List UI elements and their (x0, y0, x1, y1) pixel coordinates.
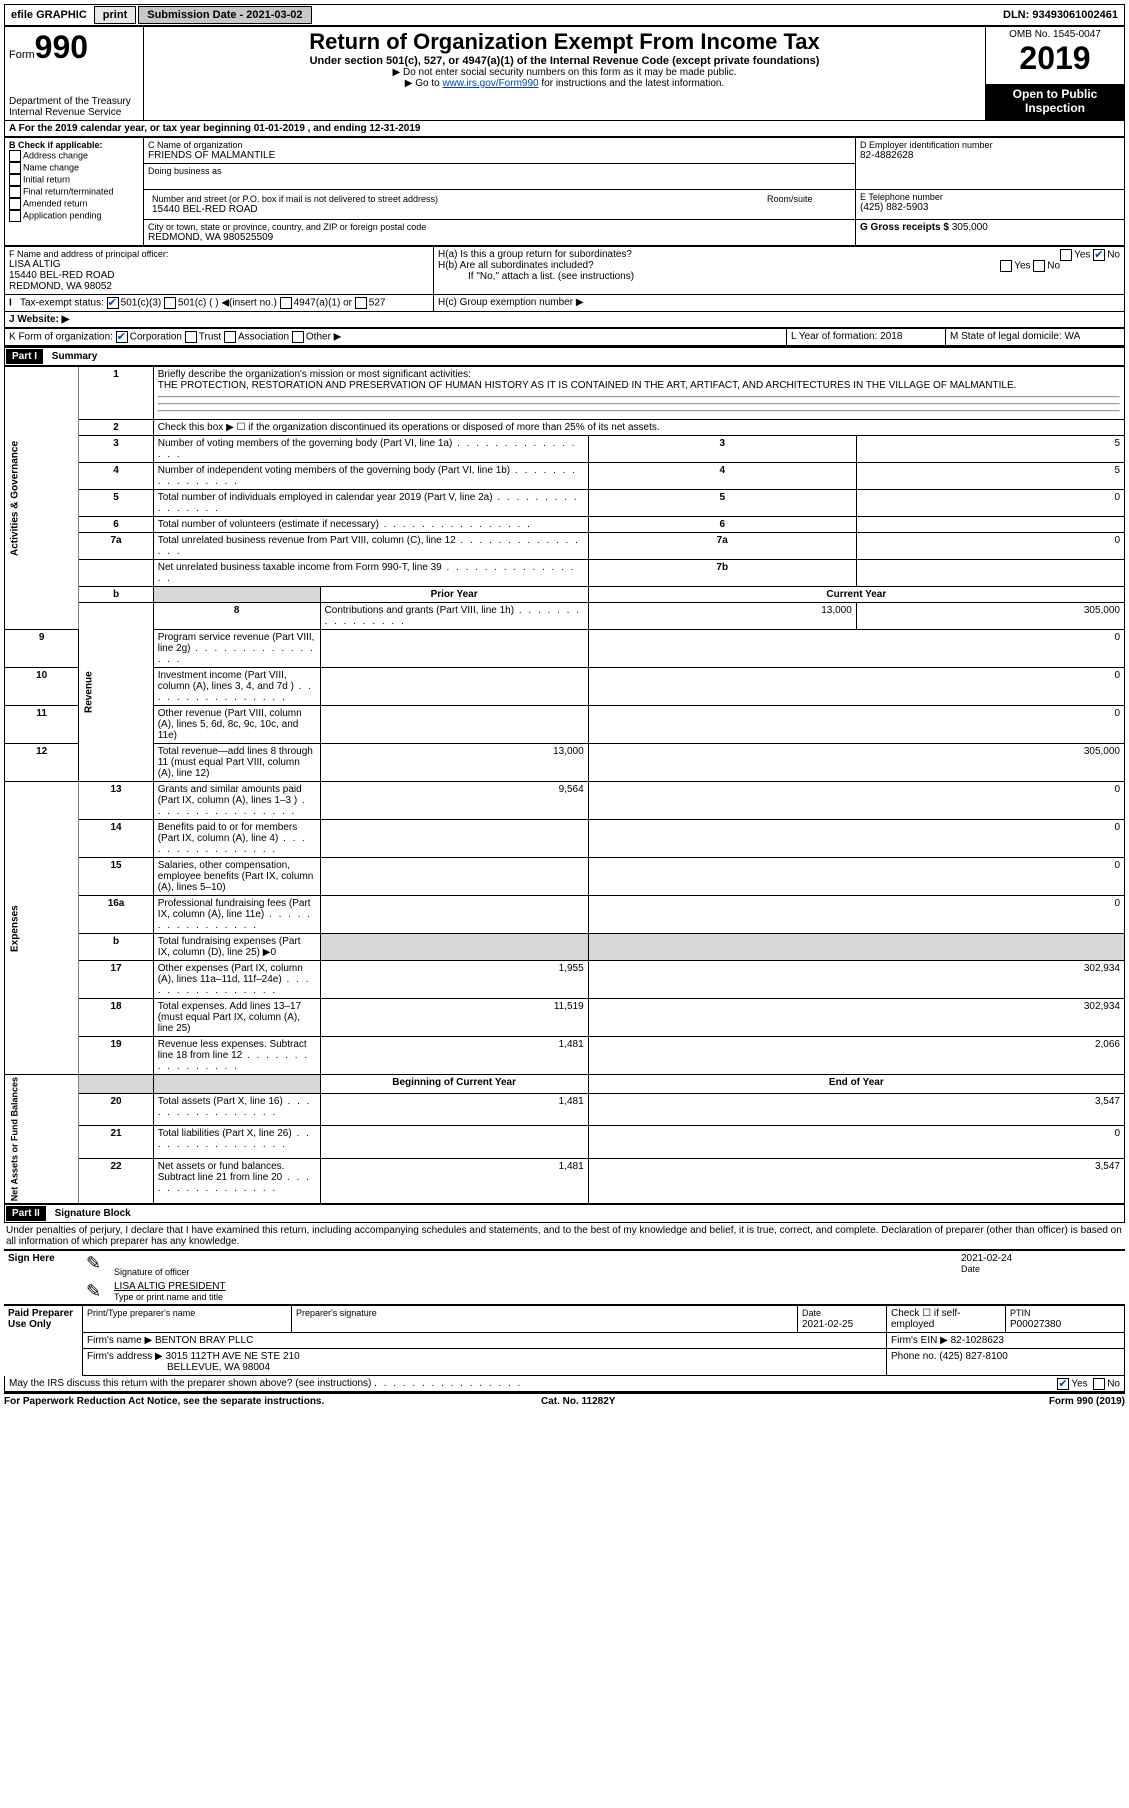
ein: 82-4882628 (860, 150, 1120, 161)
hb: H(b) Are all subordinates included? Yes … (438, 260, 1120, 271)
state-domicile: M State of legal domicile: WA (946, 329, 1125, 346)
instr-no-ssn: ▶ Do not enter social security numbers o… (148, 67, 981, 78)
hb-note: If "No," attach a list. (see instruction… (438, 271, 1120, 282)
section-expenses: Expenses (5, 782, 79, 1075)
officer-addr2: REDMOND, WA 98052 (9, 281, 429, 292)
self-employed-check: Check ☐ if self-employed (887, 1305, 1006, 1333)
gross-receipts: 305,000 (952, 222, 988, 233)
pen-icon: ✎ (82, 1250, 110, 1279)
section-activities: Activities & Governance (5, 367, 79, 630)
firm-name: BENTON BRAY PLLC (155, 1335, 253, 1346)
dln: DLN: 93493061002461 (997, 7, 1124, 23)
hc: H(c) Group exemption number ▶ (434, 295, 1125, 312)
line1: Briefly describe the organization's miss… (153, 367, 1124, 420)
footer: For Paperwork Reduction Act Notice, see … (4, 1394, 1125, 1407)
street-address: 15440 BEL-RED ROAD (152, 204, 759, 215)
city-state-zip: REDMOND, WA 980525509 (148, 232, 851, 243)
phone: (425) 882-5903 (860, 202, 1120, 213)
officer-addr1: 15440 BEL-RED ROAD (9, 270, 429, 281)
form-number: Form990 (9, 29, 139, 66)
firm-ein: 82-1028623 (951, 1335, 1004, 1346)
firm-phone: (425) 827-8100 (939, 1351, 1007, 1362)
signature-block: Sign Here ✎ Signature of officer 2021-02… (4, 1249, 1125, 1304)
officer-name: LISA ALTIG (9, 259, 429, 270)
website: J Website: ▶ (5, 312, 1125, 328)
prep-date: 2021-02-25 (802, 1319, 853, 1330)
tax-exempt-status: I Tax-exempt status: 501(c)(3) 501(c) ( … (5, 295, 434, 312)
form-subtitle: Under section 501(c), 527, or 4947(a)(1)… (148, 55, 981, 67)
declaration: Under penalties of perjury, I declare th… (4, 1223, 1125, 1249)
officer-signature-name: LISA ALTIG PRESIDENT (114, 1281, 1121, 1292)
tax-year: 2019 (990, 40, 1120, 77)
form-title: Return of Organization Exempt From Incom… (148, 29, 981, 55)
form-header: Form990 Department of the Treasury Inter… (4, 26, 1125, 121)
print-button[interactable]: print (94, 6, 136, 24)
officer-group-info: F Name and address of principal officer:… (4, 246, 1125, 328)
paid-preparer: Paid Preparer Use Only (4, 1305, 83, 1376)
entity-info: B Check if applicable: Address change Na… (4, 137, 1125, 246)
section-revenue: Revenue (79, 603, 153, 782)
omb-number: OMB No. 1545-0047 (990, 29, 1120, 40)
submission-date: Submission Date - 2021-03-02 (138, 6, 311, 24)
cat-no: Cat. No. 11282Y (541, 1396, 615, 1407)
efile-label: efile GRAPHIC (5, 7, 93, 23)
part2-header: Part II Signature Block (4, 1204, 1125, 1223)
klm-row: K Form of organization: Corporation Trus… (4, 328, 1125, 346)
irs-label: Internal Revenue Service (9, 107, 139, 118)
instr-goto: ▶ Go to www.irs.gov/Form990 for instruct… (148, 78, 981, 89)
sign-here: Sign Here (4, 1250, 82, 1304)
paid-preparer-block: Paid Preparer Use Only Print/Type prepar… (4, 1304, 1125, 1376)
year-formation: L Year of formation: 2018 (787, 329, 946, 346)
pen-icon: ✎ (82, 1279, 110, 1304)
top-bar: efile GRAPHIC print Submission Date - 20… (4, 4, 1125, 26)
box-b: B Check if applicable: Address change Na… (5, 138, 144, 246)
sig-officer-label: Signature of officer (114, 1267, 953, 1277)
ptin: P00027380 (1010, 1319, 1061, 1330)
section-netassets: Net Assets or Fund Balances (5, 1075, 79, 1204)
dept-treasury: Department of the Treasury (9, 96, 139, 107)
phone-label: E Telephone number (860, 192, 1120, 202)
room-label: Room/suite (767, 194, 847, 204)
addr-label: Number and street (or P.O. box if mail i… (152, 194, 759, 204)
part1-table: Activities & Governance 1 Briefly descri… (4, 366, 1125, 1204)
dba-label: Doing business as (148, 166, 851, 176)
org-name: FRIENDS OF MALMANTILE (148, 150, 851, 161)
form-ref: Form 990 (2019) (1049, 1396, 1125, 1407)
part1-header: Part I Summary (4, 346, 1125, 366)
officer-label: F Name and address of principal officer: (9, 249, 429, 259)
discuss-row: May the IRS discuss this return with the… (4, 1376, 1125, 1392)
line2: Check this box ▶ ☐ if the organization d… (153, 420, 1124, 436)
sig-date: 2021-02-24 (961, 1253, 1121, 1264)
irs-link[interactable]: www.irs.gov/Form990 (442, 78, 538, 89)
ha: H(a) Is this a group return for subordin… (438, 249, 1120, 260)
org-name-label: C Name of organization (148, 140, 851, 150)
gross-receipts-label: G Gross receipts $ (860, 222, 949, 233)
city-label: City or town, state or province, country… (148, 222, 851, 232)
open-to-public: Open to Public Inspection (986, 84, 1125, 120)
paperwork-notice: For Paperwork Reduction Act Notice, see … (4, 1396, 324, 1407)
ein-label: D Employer identification number (860, 140, 1120, 150)
form-of-org: K Form of organization: Corporation Trus… (5, 329, 787, 346)
firm-addr: 3015 112TH AVE NE STE 210 (166, 1351, 300, 1362)
line-a: A For the 2019 calendar year, or tax yea… (4, 121, 1125, 137)
